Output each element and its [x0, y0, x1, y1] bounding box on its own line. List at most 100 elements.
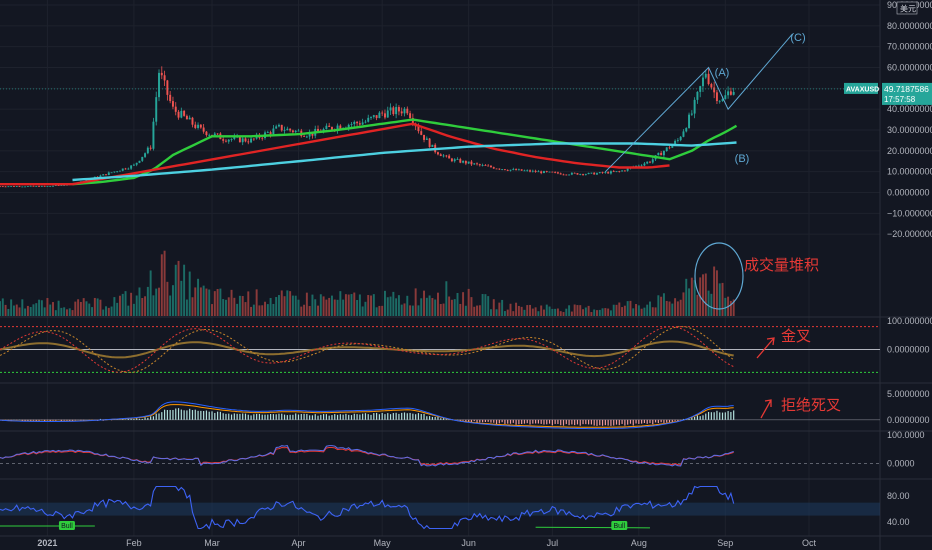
macd-histogram-bar [615, 419, 618, 425]
volume-bar [275, 297, 278, 316]
volume-bar [325, 299, 328, 316]
candle-body [559, 173, 562, 175]
volume-bar [537, 311, 540, 316]
volume-bar [676, 301, 679, 316]
candle-body [183, 110, 186, 116]
candle-body [305, 136, 308, 138]
macd-histogram-bar [426, 416, 428, 420]
candle-body [141, 156, 144, 161]
volume-bar [208, 289, 211, 316]
candle-body [425, 138, 428, 140]
macd-histogram-bar [409, 412, 411, 420]
macd-histogram-bar [546, 419, 548, 425]
volume-bar [342, 299, 345, 316]
candle-body [420, 131, 423, 135]
volume-bar [579, 305, 582, 316]
volume-bar [197, 278, 200, 316]
volume-bar [442, 303, 445, 316]
volume-bar [144, 296, 147, 316]
candle-body [160, 72, 163, 76]
volume-bar [713, 266, 716, 316]
candle-body [729, 91, 732, 95]
macd-histogram-bar [702, 415, 704, 420]
macd-histogram-bar [336, 414, 339, 420]
volume-bar [671, 303, 674, 316]
candle-body [308, 132, 311, 137]
candle-body [423, 134, 426, 140]
volume-bar [280, 290, 283, 316]
x-tick-label: Jul [547, 538, 559, 548]
volume-bar [674, 298, 677, 316]
volume-bar [303, 304, 306, 316]
volume-bar [428, 295, 431, 316]
candle-body [29, 185, 32, 187]
volume-bar [665, 300, 668, 316]
x-tick-label: Feb [126, 538, 142, 548]
macd-histogram-bar [535, 419, 537, 424]
candle-body [378, 112, 381, 119]
candle-body [10, 186, 13, 187]
candle-body [445, 155, 448, 157]
volume-bar [85, 301, 88, 316]
volume-bar [635, 303, 638, 316]
volume-bar [559, 311, 562, 316]
volume-bar [503, 311, 506, 316]
volume-bar [506, 309, 509, 316]
volume-bar [141, 298, 144, 316]
y-tick-label: 80.00 [887, 491, 910, 501]
candle-body [381, 112, 384, 114]
volume-bar [467, 288, 470, 316]
volume-bar [609, 310, 612, 316]
macd-histogram-bar [613, 419, 615, 426]
candle-body [400, 111, 403, 114]
candle-body [1, 186, 4, 188]
volume-bar [24, 308, 27, 316]
macd-histogram-bar [230, 414, 233, 420]
candle-body [713, 87, 716, 93]
macd-histogram-bar [666, 419, 668, 423]
volume-bar [291, 295, 294, 316]
candle-body [238, 136, 241, 143]
macd-histogram-bar [239, 413, 241, 420]
candle-body [389, 107, 392, 111]
macd-histogram-bar [130, 418, 132, 420]
macd-histogram-bar [641, 419, 643, 424]
candle-body [339, 125, 342, 129]
candle-body [476, 163, 479, 165]
candle-body [548, 171, 551, 173]
volume-bar [517, 305, 520, 316]
macd-histogram-bar [203, 411, 205, 420]
volume-bar [105, 306, 107, 316]
volume-bar [470, 297, 473, 316]
price-tag-value: 49.7187586 [884, 84, 929, 94]
macd-histogram-bar [543, 419, 545, 425]
volume-bar [556, 308, 559, 316]
macd-histogram-bar [663, 419, 665, 423]
candle-body [576, 173, 579, 175]
volume-bar [177, 260, 180, 316]
candle-body [116, 171, 119, 173]
bull-divergence-line [535, 526, 650, 529]
candle-body [375, 115, 378, 119]
candle-body [456, 159, 459, 160]
y-tick-label: 0.0000000 [887, 345, 930, 355]
candle-body [361, 122, 364, 125]
candle-body [470, 161, 473, 165]
volume-bar [718, 283, 721, 316]
macd-histogram-bar [618, 419, 620, 426]
macd-histogram-bar [339, 414, 341, 420]
volume-bar [224, 299, 227, 316]
volume-bar [194, 287, 197, 316]
macd-histogram-bar [417, 413, 420, 420]
candle-body [227, 139, 230, 142]
volume-bar [732, 299, 735, 316]
volume-bar [127, 305, 130, 316]
candle-body [584, 174, 587, 175]
volume-bar [570, 311, 573, 316]
macd-histogram-bar [398, 413, 400, 420]
volume-bar [93, 297, 96, 316]
macd-histogram-bar [281, 413, 283, 420]
candle-body [155, 97, 158, 122]
macd-histogram-bar [429, 416, 431, 420]
macd-histogram-bar [696, 415, 699, 420]
